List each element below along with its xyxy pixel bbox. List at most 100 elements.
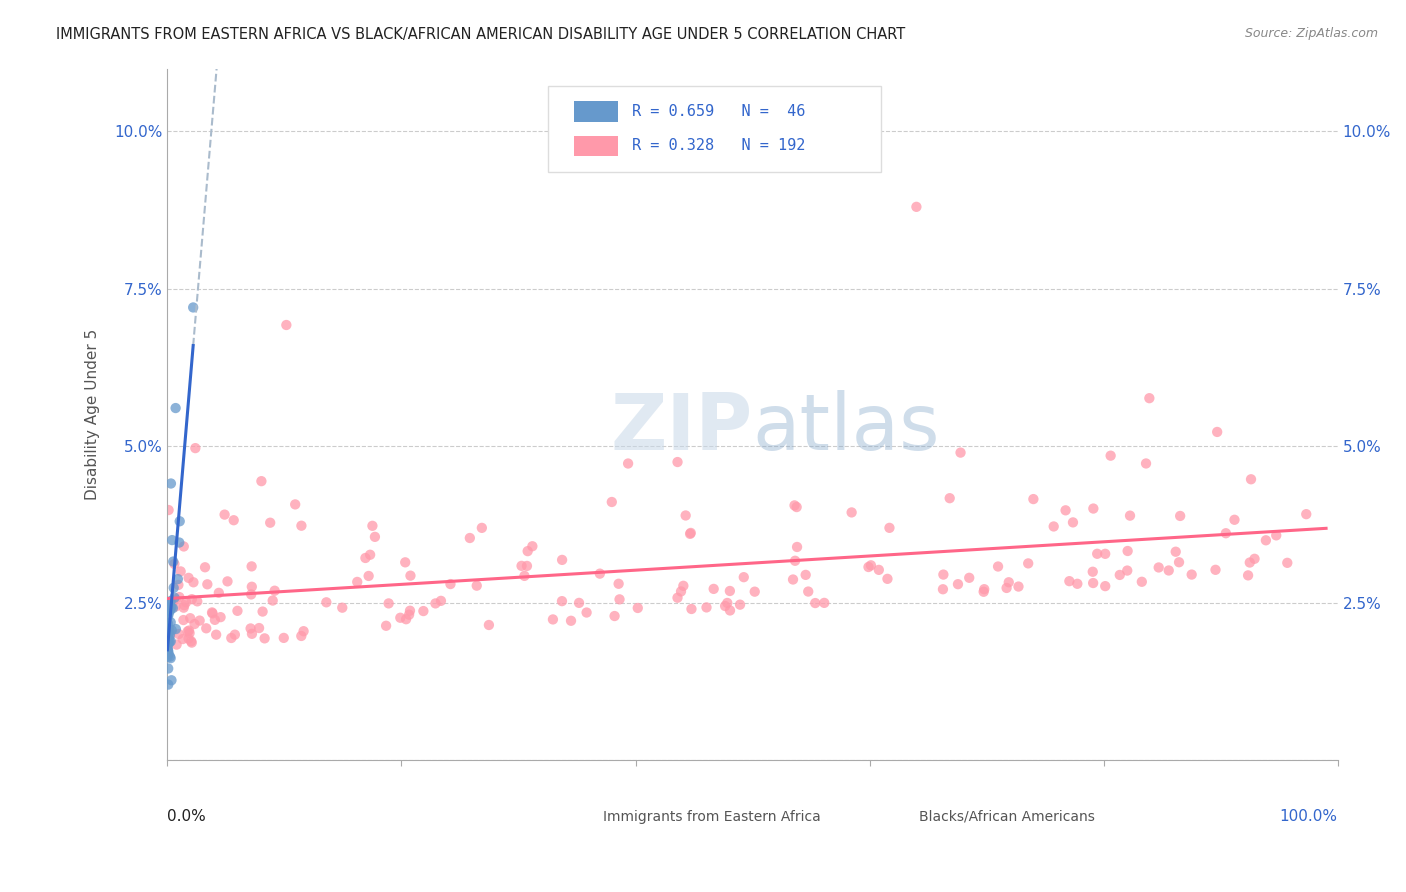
Bar: [574, 101, 619, 122]
Point: [159, 628, 181, 642]
Point: [932, 567, 955, 582]
Point: [330, 600, 353, 615]
Point: [201, 606, 224, 620]
Point: [804, 596, 827, 610]
Point: [354, 551, 377, 566]
Point: [744, 584, 766, 599]
Point: [675, 508, 697, 523]
Point: [262, 593, 284, 607]
Bar: [554, 808, 591, 826]
Point: [159, 603, 181, 617]
Point: [163, 581, 186, 595]
Point: [905, 200, 928, 214]
Point: [471, 521, 494, 535]
Text: Blacks/African Americans: Blacks/African Americans: [918, 810, 1095, 824]
Point: [166, 638, 188, 652]
Point: [214, 508, 236, 522]
Point: [167, 578, 190, 592]
Point: [174, 595, 197, 609]
Point: [157, 631, 180, 645]
Bar: [870, 808, 907, 826]
Point: [160, 476, 183, 491]
Point: [987, 559, 1010, 574]
Point: [250, 474, 273, 488]
Point: [222, 513, 245, 527]
Point: [1130, 574, 1153, 589]
Point: [1007, 580, 1029, 594]
Point: [513, 569, 536, 583]
Point: [157, 631, 180, 645]
Point: [157, 644, 180, 658]
Point: [159, 599, 181, 614]
Point: [1135, 457, 1157, 471]
Text: ZIP: ZIP: [610, 390, 752, 467]
Point: [1265, 528, 1288, 542]
Point: [1017, 557, 1039, 571]
Point: [399, 604, 422, 618]
Point: [195, 577, 218, 591]
Point: [201, 607, 224, 621]
Point: [1022, 492, 1045, 507]
Point: [516, 558, 538, 573]
Point: [510, 558, 533, 573]
Point: [679, 525, 702, 540]
Point: [156, 643, 179, 657]
Point: [209, 610, 232, 624]
Point: [159, 628, 181, 642]
Point: [159, 649, 181, 664]
Point: [163, 557, 186, 571]
Point: [398, 607, 420, 622]
Point: [1137, 391, 1160, 405]
Point: [786, 500, 808, 514]
Point: [1116, 544, 1139, 558]
Point: [1147, 560, 1170, 574]
Point: [167, 627, 190, 641]
Point: [1277, 556, 1299, 570]
Point: [157, 616, 180, 631]
Point: [156, 640, 179, 655]
Point: [600, 495, 623, 509]
Point: [560, 614, 582, 628]
Point: [1239, 556, 1261, 570]
Point: [679, 526, 702, 541]
Point: [157, 607, 180, 621]
Point: [603, 609, 626, 624]
Point: [607, 576, 630, 591]
Point: [395, 612, 418, 626]
Point: [995, 581, 1018, 595]
Point: [217, 574, 239, 589]
Point: [1181, 567, 1204, 582]
Point: [160, 624, 183, 638]
Point: [172, 632, 194, 646]
Text: atlas: atlas: [752, 390, 941, 467]
Point: [1042, 519, 1064, 533]
Point: [377, 596, 399, 610]
Point: [364, 530, 387, 544]
Point: [439, 577, 461, 591]
Point: [247, 621, 270, 635]
Point: [997, 575, 1019, 590]
Point: [177, 571, 200, 585]
Point: [183, 575, 205, 590]
Point: [666, 591, 689, 605]
Point: [160, 600, 183, 615]
Point: [165, 592, 187, 607]
Point: [858, 560, 880, 574]
Point: [186, 594, 208, 608]
Point: [183, 617, 205, 632]
Point: [157, 677, 180, 691]
Point: [1119, 508, 1142, 523]
Point: [394, 555, 416, 569]
Point: [714, 599, 737, 613]
Point: [169, 565, 191, 579]
Point: [263, 583, 285, 598]
Point: [259, 516, 281, 530]
Point: [177, 624, 200, 638]
Point: [1081, 565, 1104, 579]
Point: [221, 631, 243, 645]
Point: [157, 602, 180, 616]
Point: [1223, 513, 1246, 527]
Point: [156, 634, 179, 648]
Point: [1085, 547, 1108, 561]
Point: [273, 631, 295, 645]
